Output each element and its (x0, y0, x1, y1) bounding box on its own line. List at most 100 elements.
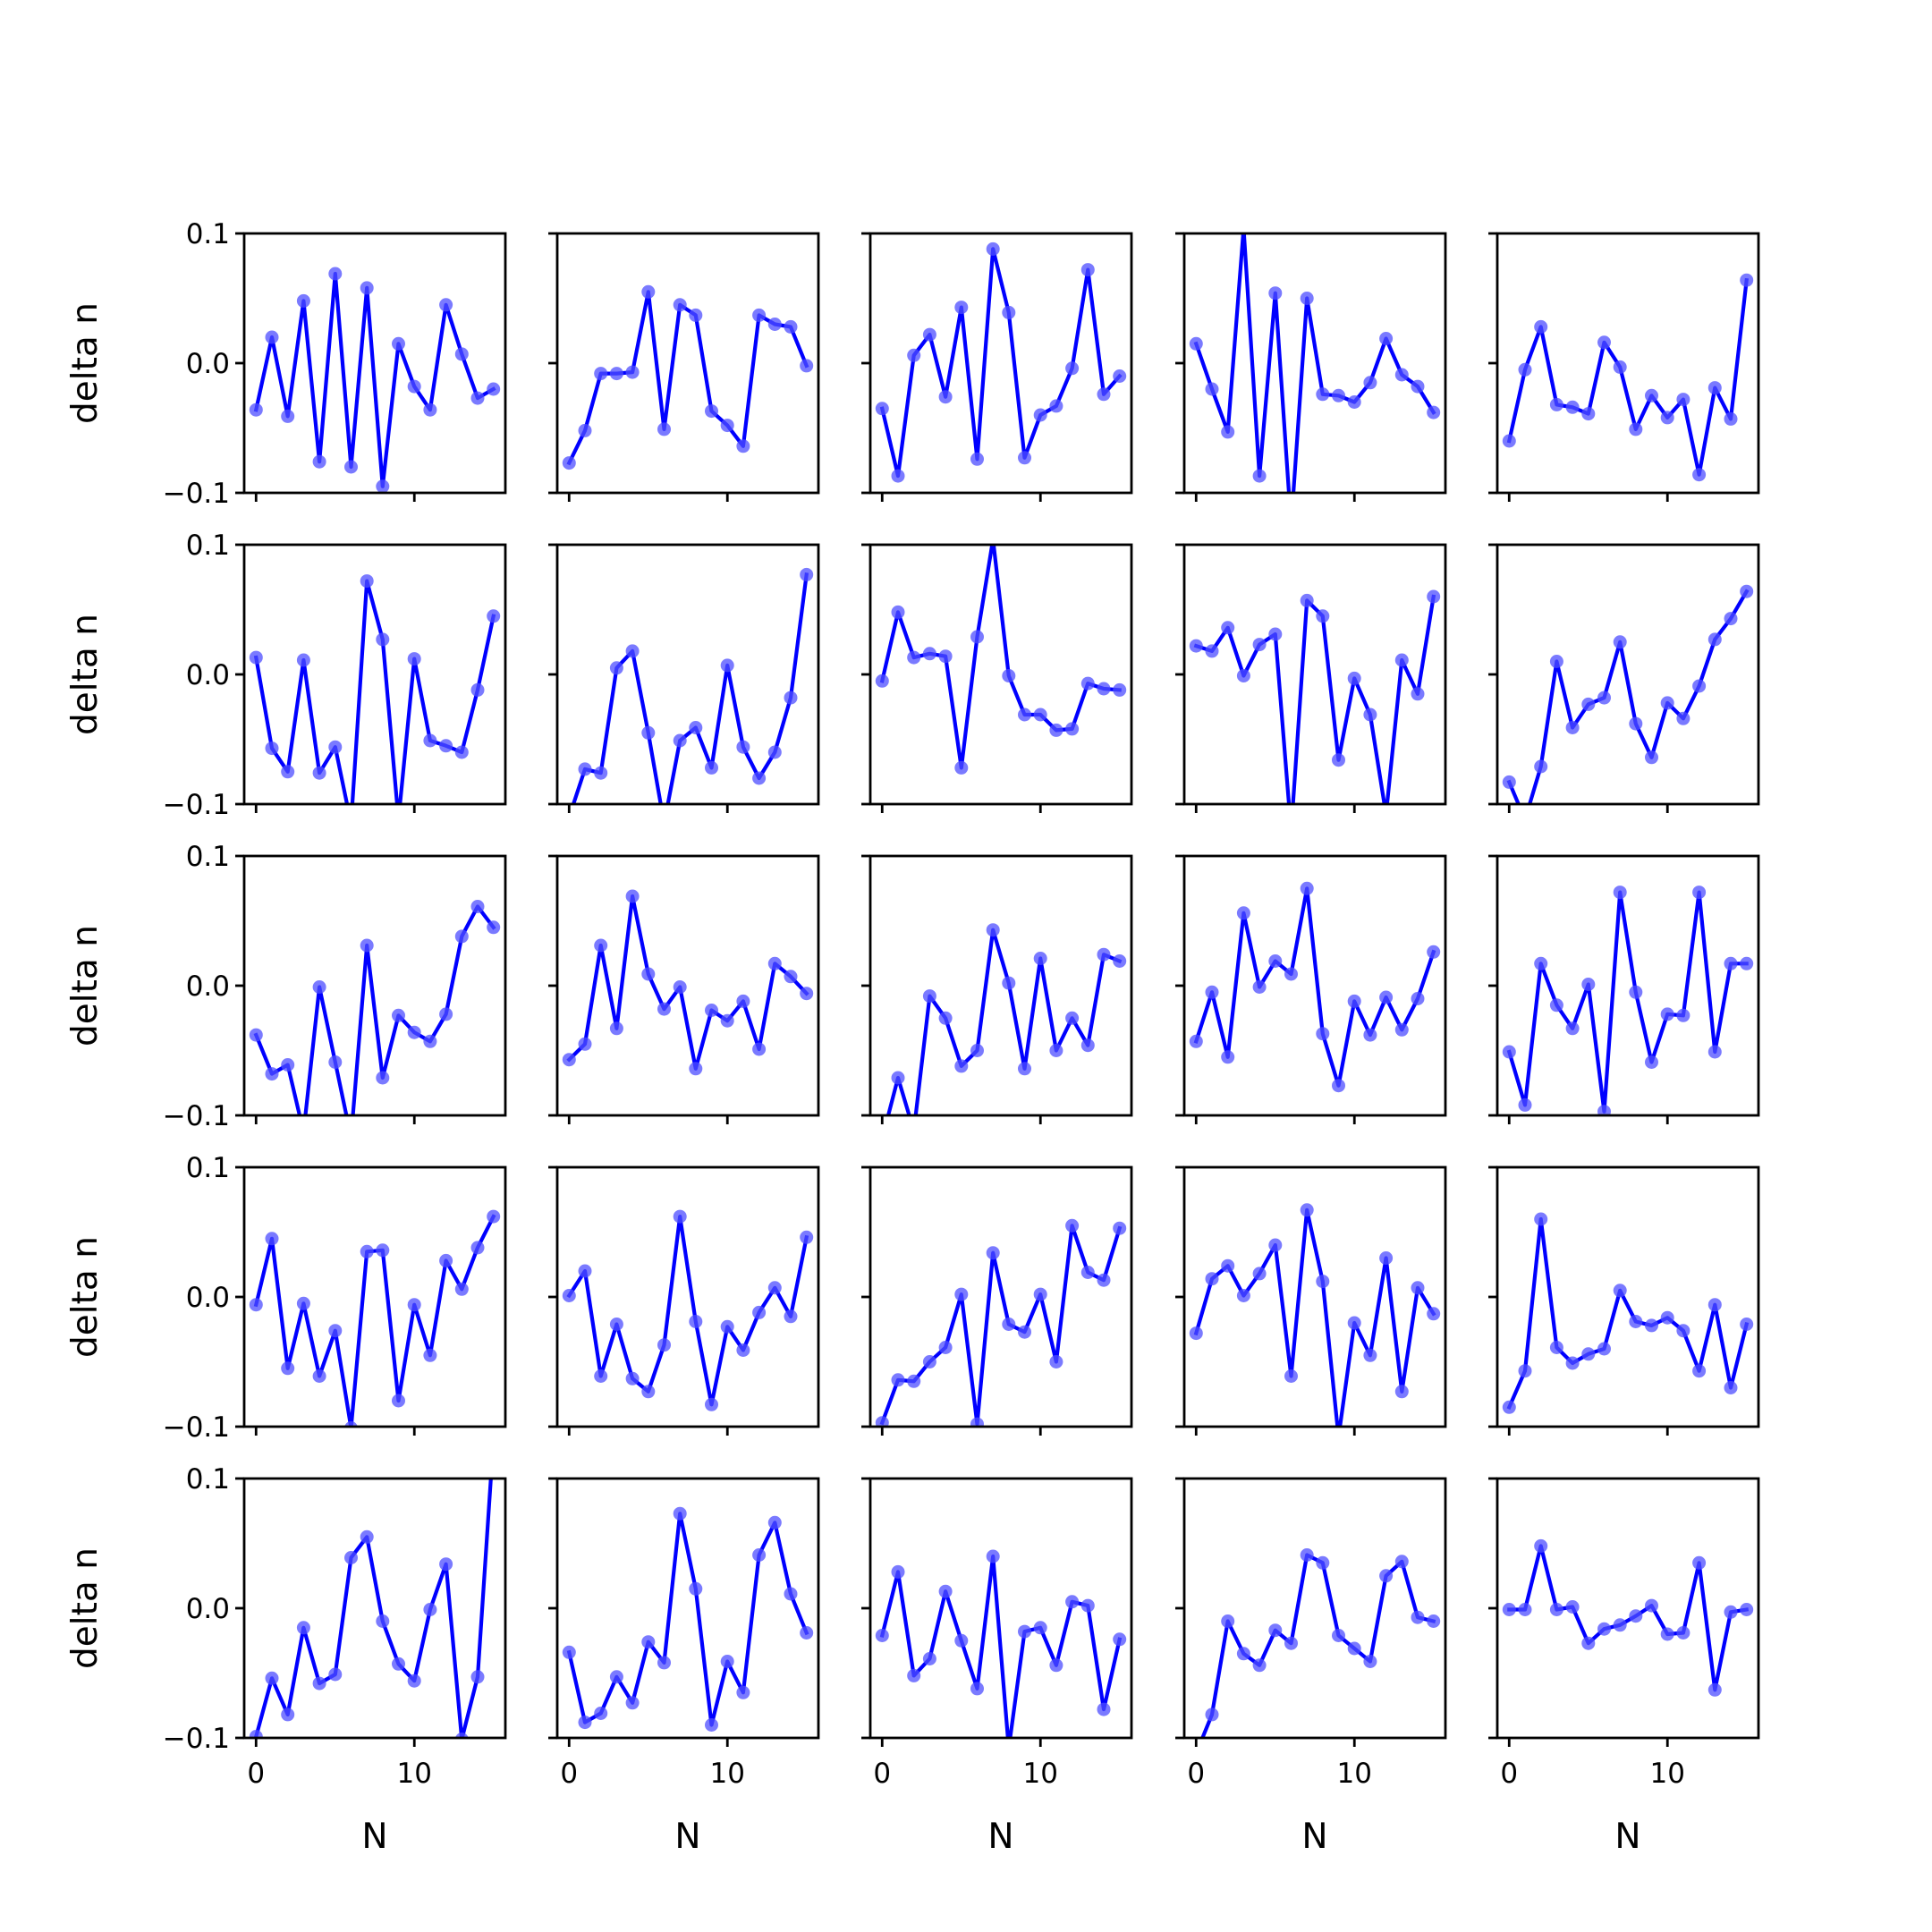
data-point (1033, 1621, 1047, 1635)
data-point (922, 989, 936, 1004)
data-point (439, 1253, 453, 1267)
subplot (548, 543, 820, 813)
x-axis-label: N (1301, 1817, 1327, 1857)
subplot: −0.1 0.0 0.1 0 10 delta n N (65, 1463, 507, 1857)
data-point (439, 739, 453, 753)
series-group (562, 284, 814, 470)
data-point (1189, 1034, 1203, 1048)
series-group (1189, 881, 1441, 1093)
data-point (1518, 1364, 1532, 1378)
data-point (470, 391, 485, 405)
data-point (875, 1416, 889, 1427)
data-point (454, 745, 469, 759)
data-point (1518, 1097, 1532, 1112)
subplot (548, 232, 820, 502)
data-point (891, 1564, 905, 1579)
data-point (344, 1131, 358, 1144)
data-point (641, 1635, 656, 1649)
data-point (625, 644, 640, 658)
data-point (736, 1343, 750, 1357)
data-point (986, 1246, 1000, 1260)
data-point (1080, 263, 1095, 277)
data-point (312, 1676, 326, 1690)
data-point (705, 1397, 718, 1411)
data-point (752, 1305, 767, 1319)
data-point (360, 1530, 374, 1544)
data-point (1379, 332, 1394, 345)
data-point (1645, 1318, 1658, 1333)
series-line (253, 904, 496, 1115)
data-point (1549, 655, 1563, 668)
data-point (938, 1011, 953, 1025)
data-point (1049, 723, 1063, 737)
data-point (1284, 967, 1298, 981)
data-point (1581, 1636, 1596, 1650)
data-point (1581, 407, 1596, 421)
data-point (392, 1657, 405, 1671)
y-axis-label: delta n (65, 614, 106, 735)
data-point (1049, 399, 1063, 413)
data-point (297, 1125, 310, 1139)
data-point (986, 1549, 1000, 1563)
data-point (1692, 468, 1707, 482)
y-tick-label: 0.0 (186, 348, 230, 380)
series-line (879, 545, 1122, 770)
data-point (281, 1361, 295, 1376)
data-point (767, 745, 782, 759)
data-point (767, 1281, 782, 1295)
data-point (423, 1348, 437, 1362)
data-point (625, 889, 640, 903)
data-point (891, 1071, 905, 1085)
subplot: −0.1 0.0 0.1 delta n (65, 1152, 507, 1444)
data-point (1316, 1275, 1330, 1289)
data-point (1502, 1603, 1516, 1616)
subplot: 0 10 N (1488, 1477, 1760, 1857)
data-point (376, 1243, 390, 1258)
data-point (1347, 994, 1361, 1008)
data-point (954, 1287, 969, 1301)
data-point (1740, 956, 1754, 970)
data-point (1629, 716, 1643, 731)
data-point (1363, 1348, 1377, 1362)
axes-frame (555, 232, 820, 495)
data-point (281, 409, 295, 423)
data-point (1411, 992, 1425, 1005)
data-point (265, 1232, 279, 1246)
data-point (360, 574, 374, 589)
data-point (938, 649, 953, 664)
data-point (1518, 1603, 1532, 1616)
data-point (1411, 379, 1425, 394)
data-point (1268, 286, 1283, 301)
data-point (800, 1626, 814, 1640)
data-point (673, 733, 687, 748)
axes-frame (1182, 543, 1447, 806)
data-point (1613, 1618, 1627, 1632)
data-point (1724, 612, 1738, 626)
data-point (705, 1718, 718, 1732)
data-point (922, 1355, 936, 1368)
data-point (1676, 1008, 1690, 1022)
data-point (876, 1132, 889, 1146)
data-point (800, 359, 814, 373)
data-point (454, 347, 469, 361)
subplot (1175, 543, 1447, 813)
data-point (1707, 381, 1722, 395)
data-point (454, 1733, 469, 1738)
data-point (439, 1007, 453, 1021)
subplot (1488, 232, 1760, 502)
data-point (392, 1394, 405, 1408)
data-point (1645, 1598, 1658, 1613)
data-point (1565, 721, 1580, 734)
series-group (571, 567, 814, 804)
data-point (360, 938, 374, 953)
data-point (1332, 1629, 1345, 1642)
data-point (784, 319, 798, 334)
data-point (1097, 1702, 1111, 1716)
data-point (800, 987, 814, 1001)
data-point (922, 327, 936, 342)
subplot: 0 10 N (1175, 1477, 1447, 1857)
data-point (784, 1309, 798, 1324)
data-point (970, 452, 984, 466)
series-line (253, 1214, 496, 1427)
